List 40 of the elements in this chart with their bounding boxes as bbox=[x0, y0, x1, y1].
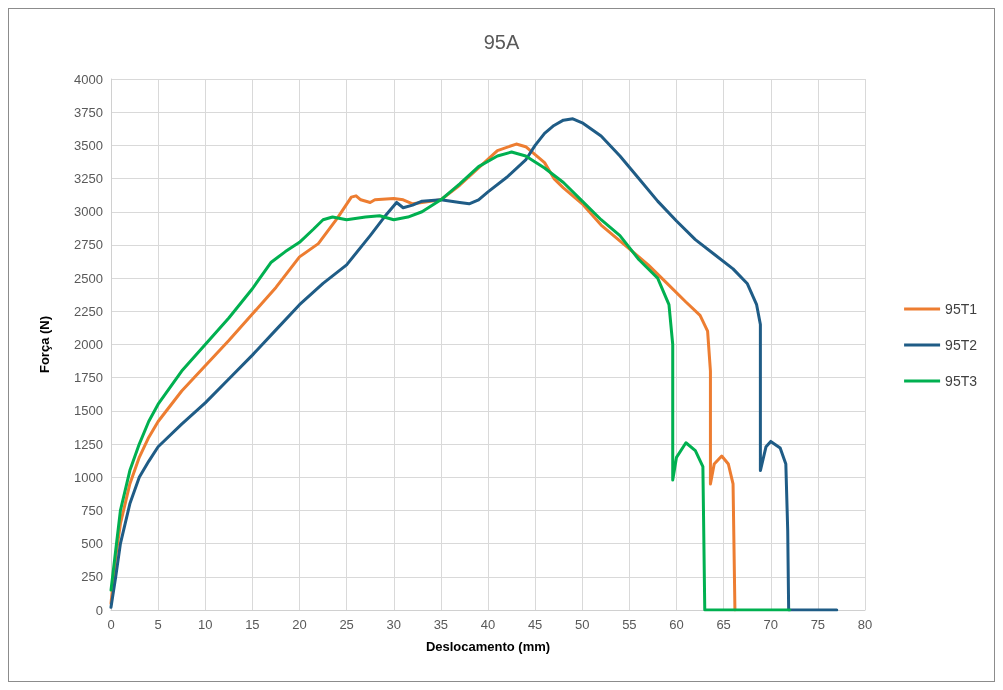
y-tick-label: 2500 bbox=[74, 270, 103, 286]
y-tick-label: 4000 bbox=[74, 71, 103, 87]
x-tick-label: 15 bbox=[245, 617, 260, 632]
y-tick-label: 3750 bbox=[74, 104, 103, 120]
legend-label: 95T3 bbox=[945, 373, 978, 389]
y-tick-label: 1750 bbox=[74, 370, 103, 386]
x-tick-label: 60 bbox=[669, 617, 684, 632]
x-tick-label: 80 bbox=[857, 617, 873, 632]
y-tick-label: 500 bbox=[81, 536, 103, 552]
legend-label: 95T2 bbox=[945, 337, 978, 353]
y-tick-label: 250 bbox=[81, 569, 103, 585]
x-tick-label: 20 bbox=[292, 617, 307, 632]
x-tick-label: 50 bbox=[575, 617, 590, 632]
y-tick-label: 750 bbox=[81, 502, 103, 518]
y-tick-label: 2250 bbox=[74, 303, 103, 319]
legend-label: 95T1 bbox=[945, 301, 978, 317]
x-tick-label: 35 bbox=[433, 617, 449, 632]
x-tick-label: 65 bbox=[716, 617, 731, 632]
y-tick-label: 3000 bbox=[74, 204, 103, 220]
x-tick-label: 70 bbox=[763, 617, 778, 632]
x-tick-label: 40 bbox=[480, 617, 496, 632]
x-tick-label: 10 bbox=[198, 617, 213, 632]
y-tick-label: 2000 bbox=[74, 337, 103, 352]
x-tick-label: 45 bbox=[527, 617, 543, 632]
x-tick-label: 30 bbox=[386, 617, 401, 632]
x-tick-label: 0 bbox=[107, 617, 115, 632]
x-tick-label: 55 bbox=[622, 617, 637, 632]
x-axis-title: Deslocamento (mm) bbox=[425, 639, 551, 654]
y-tick-label: 1250 bbox=[74, 436, 103, 452]
y-axis-title: Força (N) bbox=[37, 315, 52, 374]
y-tick-label: 2750 bbox=[74, 237, 103, 253]
x-tick-label: 5 bbox=[154, 617, 162, 632]
x-tick-label: 25 bbox=[339, 617, 354, 632]
y-tick-label: 1500 bbox=[74, 403, 103, 419]
x-tick-label: 75 bbox=[810, 617, 826, 632]
y-tick-label: 3250 bbox=[74, 171, 103, 187]
y-tick-label: 1000 bbox=[74, 469, 103, 485]
y-tick-label: 0 bbox=[95, 602, 103, 618]
chart-title: 95A bbox=[483, 31, 520, 53]
y-tick-label: 3500 bbox=[74, 137, 103, 153]
